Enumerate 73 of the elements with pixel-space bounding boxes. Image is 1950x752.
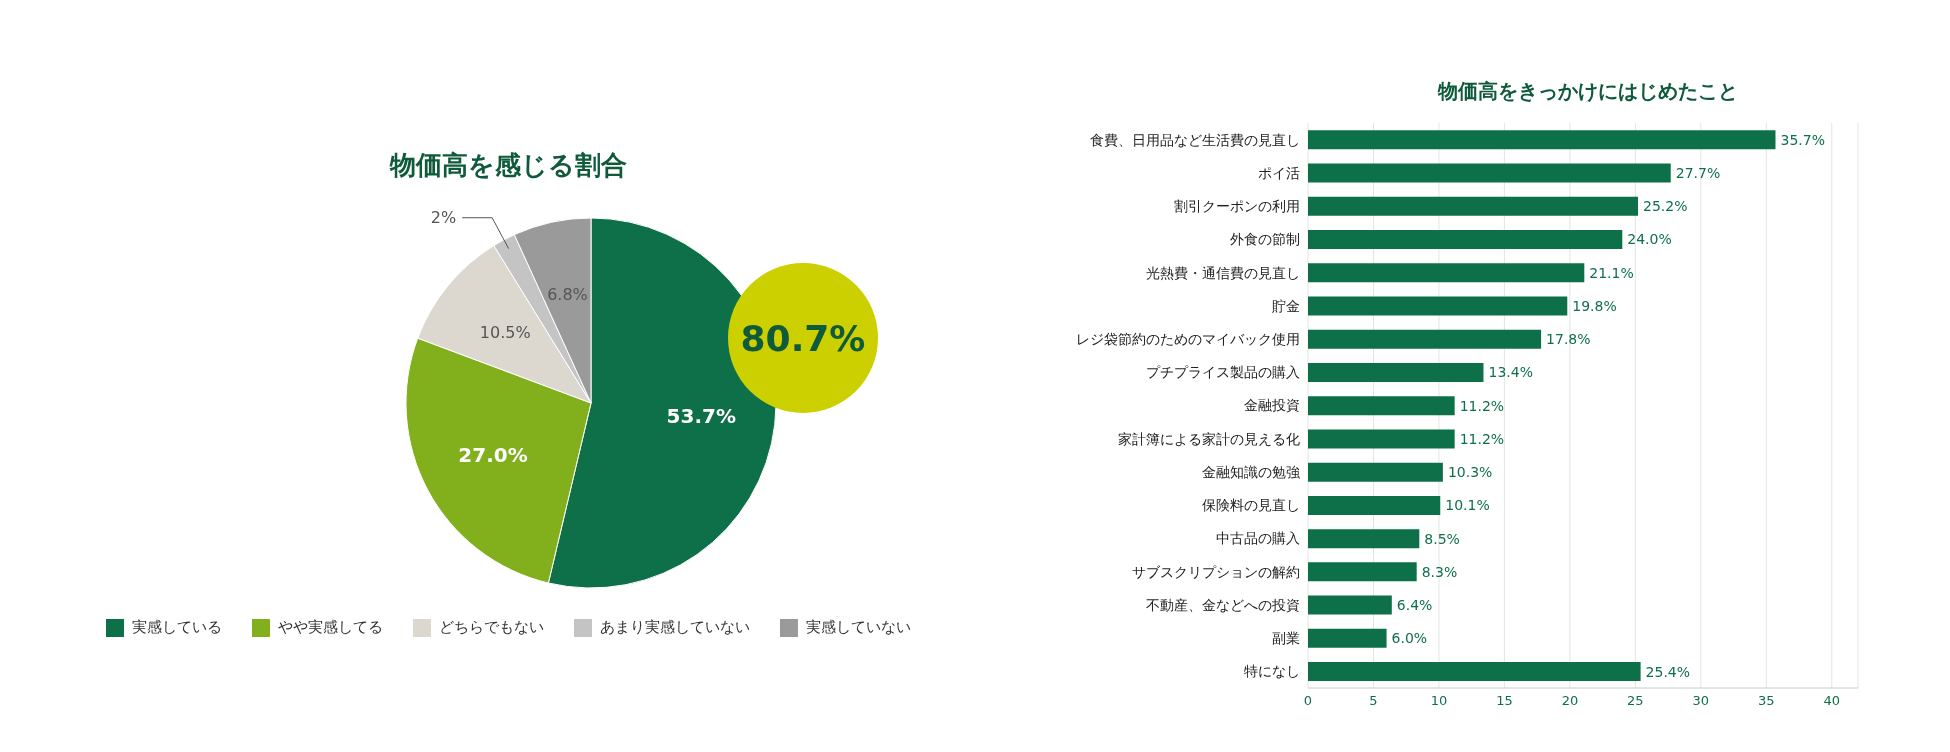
data-label: 21.1%	[1589, 264, 1634, 281]
y-tick-label: 光熱費・通信費の見直し	[1146, 264, 1300, 281]
x-tick-label: 20	[1561, 693, 1579, 709]
data-label: 10.5%	[479, 323, 531, 343]
bar	[1308, 462, 1443, 482]
chart-title: 物価高をきっかけにはじめたこと	[1436, 78, 1739, 105]
y-tick-label: 金融投資	[1244, 397, 1300, 414]
data-label: 10.1%	[1445, 497, 1490, 514]
y-tick-label: プチプライス製品の購入	[1146, 364, 1300, 381]
legend-label: あまり実感していない	[599, 618, 750, 637]
x-tick-label: 40	[1823, 693, 1841, 709]
x-tick-label: 35	[1758, 693, 1775, 709]
data-label: 13.4%	[1488, 364, 1533, 381]
y-tick-label: 特になし	[1244, 663, 1300, 680]
data-label: 27.0%	[458, 443, 528, 468]
bar	[1308, 230, 1623, 250]
x-tick-label: 10	[1430, 693, 1448, 709]
bar	[1308, 495, 1441, 515]
bar	[1308, 196, 1638, 216]
data-label: 27.7%	[1675, 165, 1721, 182]
bar	[1308, 296, 1568, 316]
x-tick-label: 0	[1303, 693, 1313, 709]
x-tick-label: 30	[1692, 693, 1710, 709]
data-label: 25.2%	[1643, 198, 1688, 215]
legend-label: 実感している	[131, 618, 222, 637]
data-label: 11.2%	[1459, 430, 1505, 447]
bar	[1308, 130, 1776, 150]
bar	[1308, 329, 1542, 349]
data-label: 25.4%	[1645, 663, 1691, 680]
data-label: 8.3%	[1421, 563, 1458, 580]
data-label: 19.8%	[1572, 297, 1617, 314]
legend-label: どちらでもない	[438, 618, 544, 637]
y-tick-label: サブスクリプションの解約	[1132, 563, 1300, 580]
x-tick-label: 15	[1496, 693, 1513, 709]
bar	[1308, 628, 1387, 648]
y-tick-label: 金融知識の勉強	[1202, 463, 1300, 480]
bar	[1308, 362, 1484, 382]
legend-label: やや実感してる	[277, 618, 383, 637]
y-tick-label: 食費、日用品など生活費の見直し	[1090, 131, 1300, 148]
bar	[1308, 429, 1455, 449]
bar	[1308, 263, 1585, 283]
y-tick-label: 貯金	[1272, 297, 1300, 314]
y-tick-label: 不動産、金などへの投資	[1146, 596, 1300, 613]
data-label: 24.0%	[1627, 231, 1672, 248]
legend-label: 実感していない	[805, 618, 911, 637]
bar	[1308, 396, 1455, 416]
y-tick-label: ポイ活	[1258, 164, 1300, 181]
y-tick-label: 家計簿による家計の見える化	[1118, 430, 1300, 447]
data-label: 11.2%	[1459, 397, 1505, 414]
bar	[1308, 595, 1392, 615]
data-label: 6.0%	[1391, 630, 1428, 647]
data-label: 6.4%	[1396, 597, 1433, 614]
text: 80.7%	[740, 317, 866, 359]
data-label: 2%	[430, 208, 457, 228]
y-tick-label: レジ袋節約のためのマイバック使用	[1076, 331, 1300, 347]
bar	[1308, 562, 1417, 582]
bar	[1308, 529, 1420, 549]
data-label: 35.7%	[1780, 131, 1825, 148]
y-tick-label: 保険料の見直し	[1202, 497, 1300, 514]
data-label: 10.3%	[1447, 464, 1493, 481]
x-tick-label: 5	[1369, 693, 1378, 709]
bar	[1308, 163, 1671, 183]
y-tick-label: 副業	[1272, 630, 1300, 647]
x-tick-label: 25	[1627, 693, 1644, 709]
data-label: 6.8%	[547, 285, 588, 305]
y-tick-label: 割引クーポンの利用	[1174, 198, 1300, 215]
data-label: 17.8%	[1546, 331, 1591, 348]
data-label: 8.5%	[1424, 530, 1460, 547]
y-tick-label: 外食の節制	[1230, 231, 1300, 248]
data-label: 53.7%	[666, 403, 736, 428]
bar	[1308, 662, 1641, 682]
chart-title: 物価高を感じる割合	[388, 149, 628, 182]
y-tick-label: 中古品の購入	[1216, 530, 1300, 547]
